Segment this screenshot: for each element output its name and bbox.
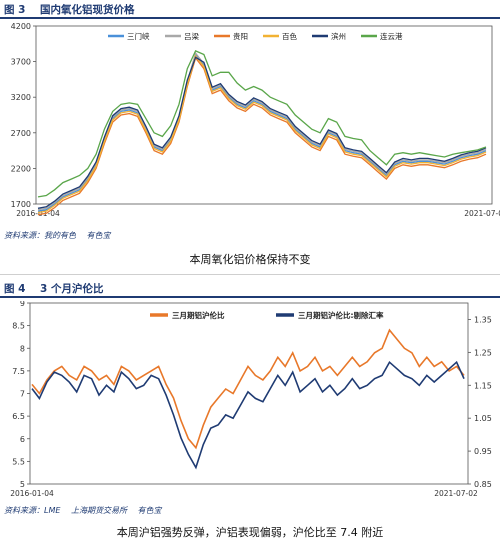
figure1-number: 图 3 — [4, 4, 26, 16]
legend-label-4: 滨州 — [331, 31, 346, 41]
y-tick-label: 2700 — [11, 129, 31, 138]
figure1-source-2: 有色宝 — [86, 231, 111, 240]
figure2-source: 资料来源：LME 上海期货交易所 有色宝 — [4, 505, 170, 516]
legend-label-1: 吕梁 — [184, 32, 199, 41]
series-line-3 — [37, 54, 487, 214]
figure2-title: 3 个月沪伦比 — [40, 283, 104, 295]
legend-label-0: 三月期铝沪伦比 — [172, 310, 225, 320]
figure2-number: 图 4 — [4, 283, 26, 295]
y-left-tick-label: 5 — [20, 480, 25, 489]
figure2-source-1: 资料来源：LME — [4, 506, 61, 515]
figure1-header: 图 3 国内氧化铝现货价格 — [0, 0, 500, 19]
series-line-0 — [31, 328, 465, 450]
figure1-caption: 本周氧化铝价格保持不变 — [189, 253, 311, 266]
figure1-source: 资料来源：我的有色 有色宝 — [4, 230, 119, 241]
series-line-1 — [31, 360, 465, 470]
y-right-tick-label: 1.05 — [474, 414, 492, 423]
figure-divider — [0, 274, 500, 275]
y-tick-label: 2200 — [11, 164, 31, 173]
x-tick-label-end: 2021-07-02 — [464, 209, 500, 218]
y-left-tick-label: 7 — [20, 390, 25, 399]
y-right-tick-label: 0.95 — [474, 447, 492, 456]
x-tick-label-start: 2016-01-04 — [16, 209, 60, 218]
y-right-tick-label: 1.15 — [474, 381, 492, 390]
x-tick-label-start: 2016-01-04 — [10, 489, 54, 498]
y-left-tick-label: 9 — [20, 301, 25, 308]
legend-label-5: 连云港 — [380, 31, 403, 41]
figure1-source-1: 资料来源：我的有色 — [4, 231, 76, 240]
y-tick-label: 4200 — [11, 22, 31, 31]
legend-label-3: 百色 — [282, 31, 297, 41]
legend-label-1: 三月期铝沪伦比:剔除汇率 — [298, 310, 384, 320]
y-right-tick-label: 0.85 — [474, 480, 492, 489]
series-line-4 — [37, 56, 487, 209]
series-line-1 — [37, 51, 487, 211]
y-left-tick-label: 7.5 — [12, 367, 25, 376]
figure2-header: 图 4 3 个月沪伦比 — [0, 279, 500, 298]
y-left-tick-label: 8.5 — [12, 322, 25, 331]
legend-label-0: 三门峡 — [127, 31, 150, 41]
series-line-0 — [37, 53, 487, 212]
y-tick-label: 3700 — [11, 58, 31, 67]
y-right-tick-label: 1.35 — [474, 315, 492, 324]
figure2-caption: 本周沪铝强势反弹，沪铝表现偏弱，沪伦比至 7.4 附近 — [116, 526, 384, 539]
y-left-tick-label: 6 — [20, 435, 25, 444]
figure2-source-2: 上海期货交易所 — [70, 506, 127, 515]
y-left-tick-label: 8 — [20, 344, 25, 353]
series-line-2 — [37, 56, 487, 216]
x-tick-label-end: 2021-07-02 — [434, 489, 478, 498]
alumina-price-chart: 1700 2200 2700 3200 3700 4200 2016-01-04 2021-0… — [11, 22, 500, 218]
shfe-lme-ratio-chart: 5 5.5 6 6.5 7 7.5 8 8.5 9 0.85 0.95 1.05 1.15 1.25 1.3… — [10, 301, 492, 498]
y-right-tick-label: 1.25 — [474, 348, 492, 357]
y-left-tick-label: 5.5 — [12, 457, 25, 466]
y-left-tick-label: 6.5 — [12, 412, 25, 421]
figure2-source-3: 有色宝 — [137, 506, 162, 515]
figure1-title: 国内氧化铝现货价格 — [40, 4, 135, 16]
series-line-5 — [37, 50, 487, 198]
legend-label-2: 贵阳 — [233, 31, 248, 41]
y-tick-label: 3200 — [11, 93, 31, 102]
y-tick-label: 1700 — [11, 200, 31, 209]
plot-frame — [35, 25, 493, 205]
